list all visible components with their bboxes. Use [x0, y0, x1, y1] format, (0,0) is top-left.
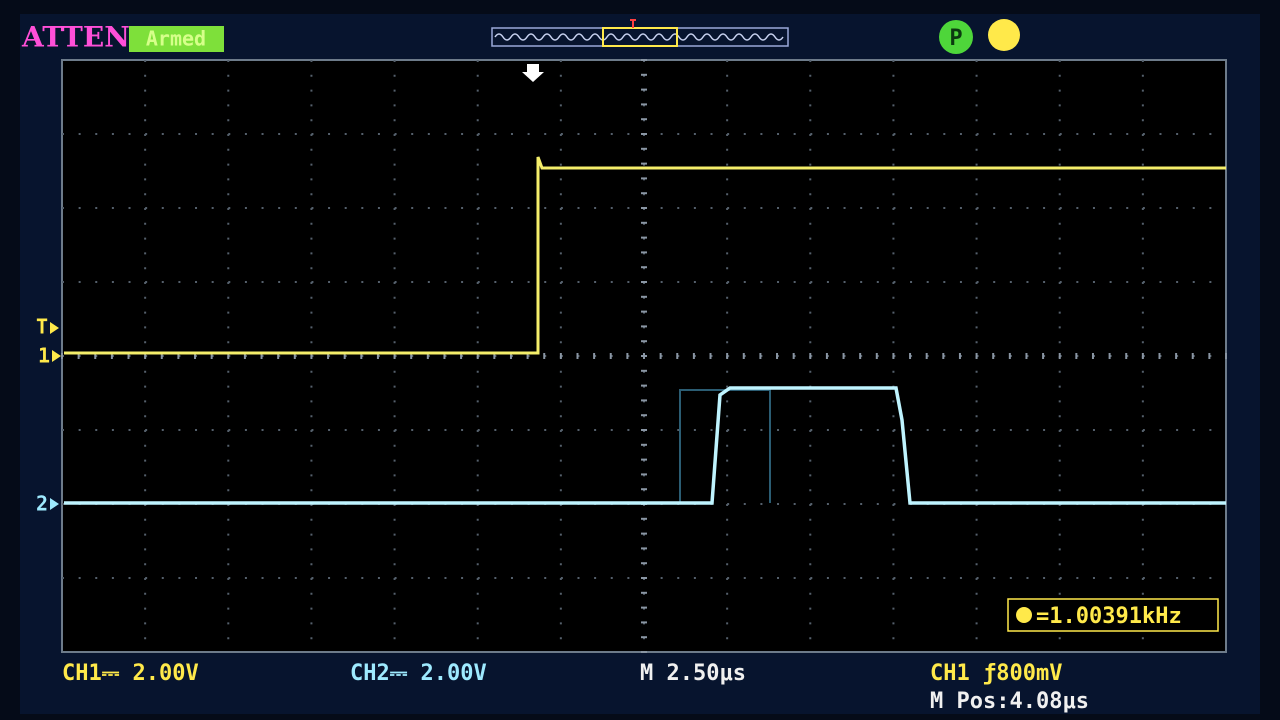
usb-icon	[988, 19, 1020, 51]
frequency-icon	[1016, 607, 1032, 623]
ch1-trace	[64, 156, 1226, 355]
ch2-arrow	[50, 498, 59, 510]
horizontal-position: M Pos:4.08μs	[930, 689, 1089, 714]
ch1-scale: CH1⎓ 2.00V	[62, 661, 199, 686]
mode-icon	[939, 20, 973, 54]
trigger-position-arrow	[522, 64, 544, 82]
atten-label: ATTEN	[21, 21, 130, 54]
memory-window	[602, 27, 678, 47]
trigger-setting: CH1 ƒ800mV	[930, 661, 1062, 686]
frequency-readout: =1.00391kHz	[1036, 604, 1182, 629]
timebase: M 2.50μs	[640, 661, 746, 686]
ch1-arrow	[52, 350, 61, 362]
ch2-marker: 2	[36, 492, 48, 516]
ch1-marker: 1	[38, 344, 50, 368]
trigger-pointer	[630, 19, 636, 28]
state-badge	[129, 26, 224, 52]
trigger-level-arrow	[50, 322, 59, 334]
frequency-box	[1007, 598, 1219, 632]
ch2-trace	[64, 386, 1226, 505]
state-label: Armed	[146, 27, 206, 51]
ch2-scale: CH2⎓ 2.00V	[350, 661, 487, 686]
trigger-level-marker: T	[36, 315, 48, 339]
mode-label: P	[949, 26, 962, 51]
memory-waveform	[494, 33, 784, 41]
